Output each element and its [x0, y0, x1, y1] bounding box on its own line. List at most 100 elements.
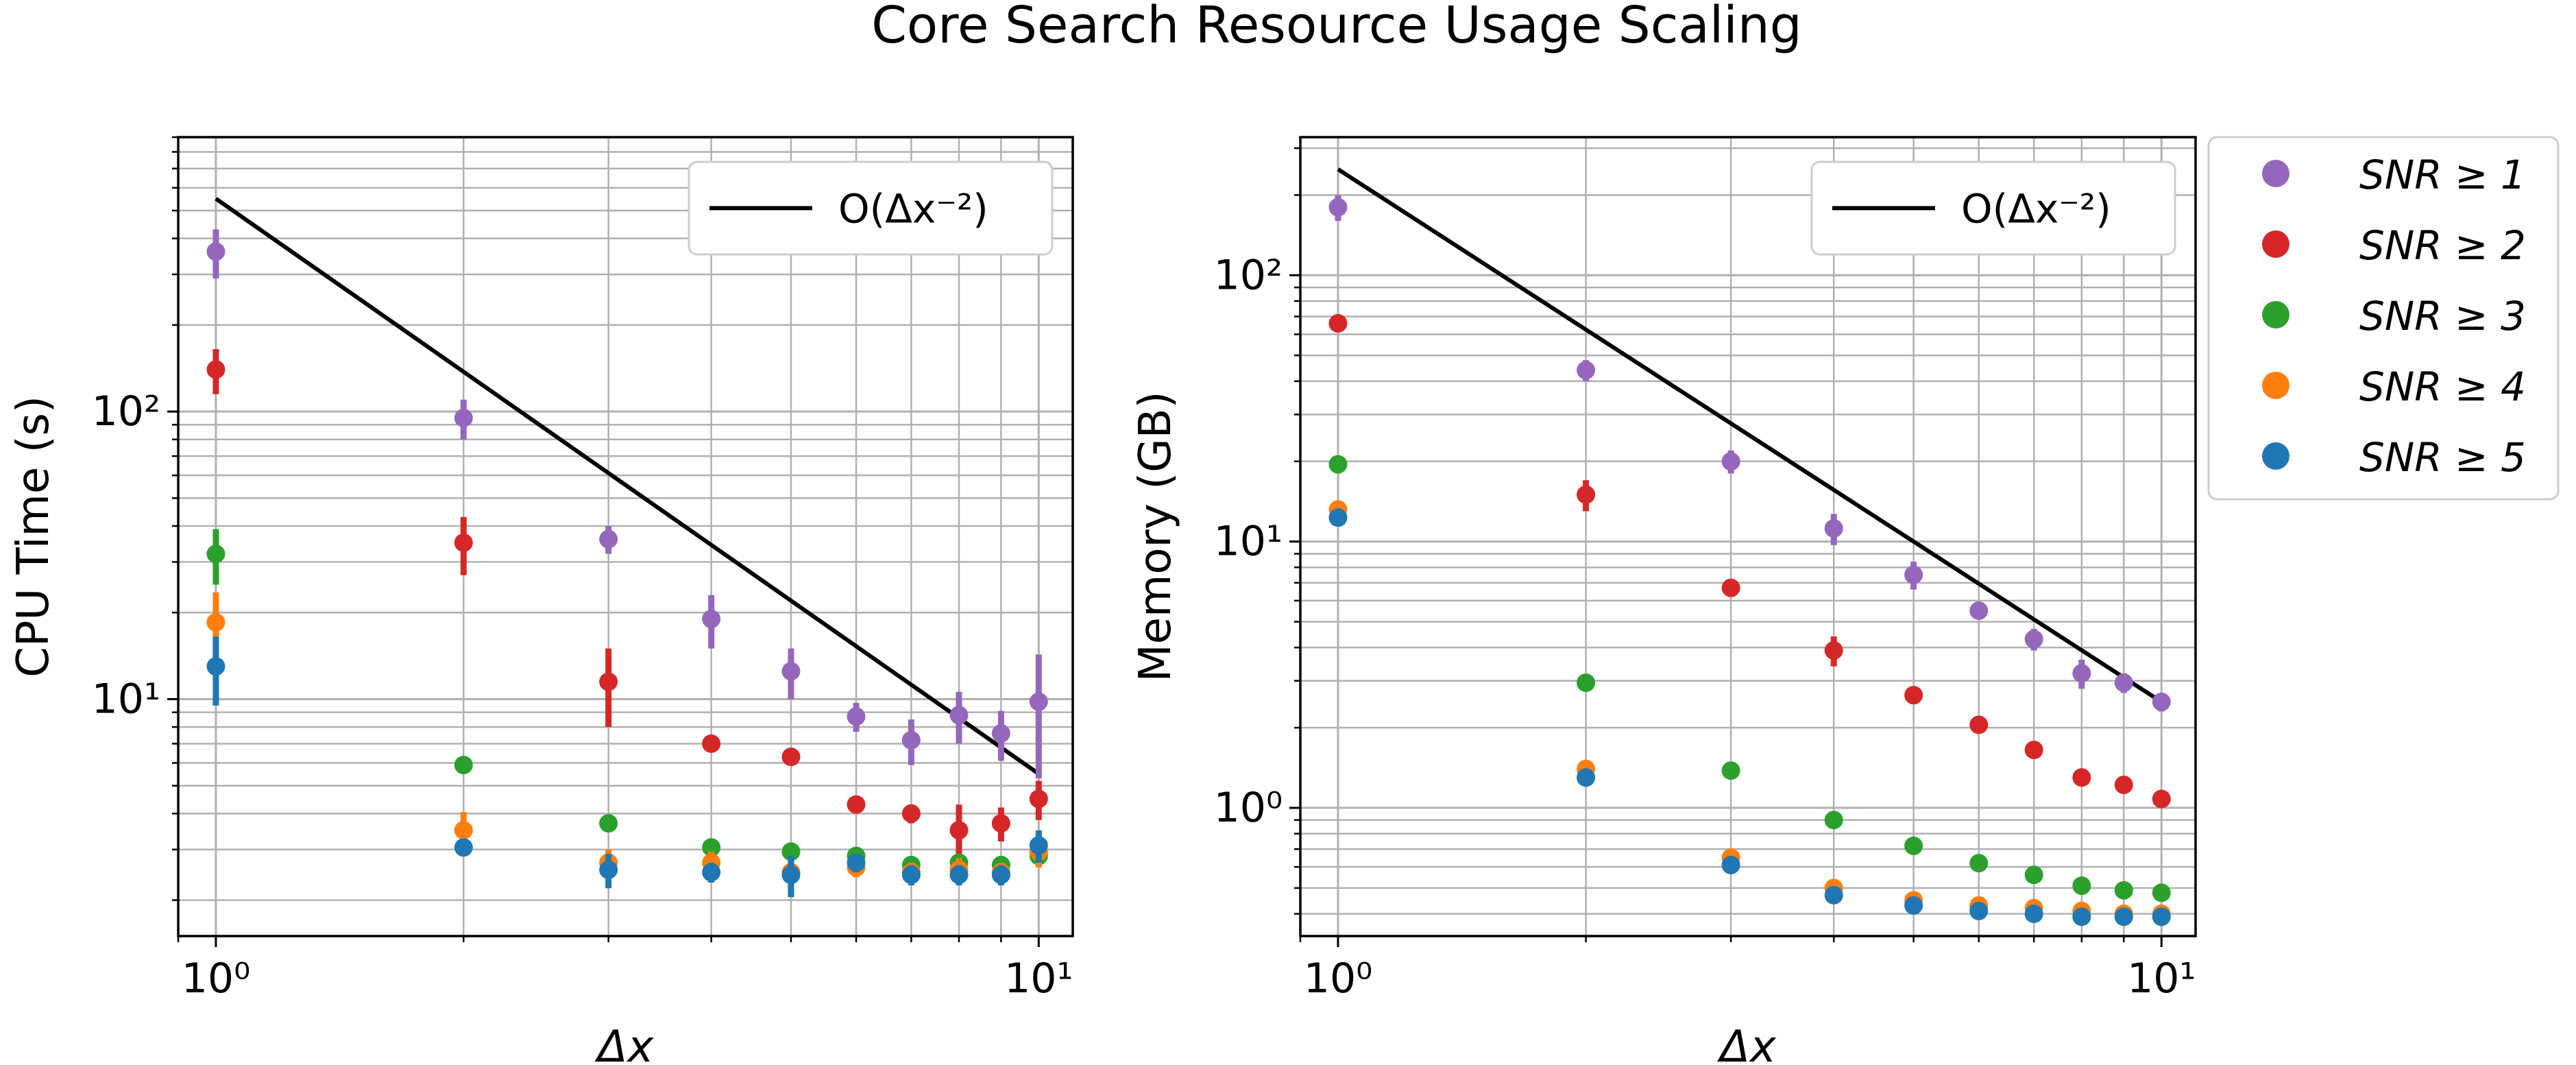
series-snr4	[206, 592, 1048, 889]
data-point	[2152, 883, 2171, 902]
data-point	[2114, 775, 2133, 794]
series-snr3	[206, 529, 1048, 874]
data-point	[949, 865, 969, 885]
legend-box	[688, 160, 1054, 256]
x-axis-label: Δx	[594, 1022, 655, 1065]
data-point	[1721, 761, 1740, 780]
data-point	[599, 529, 618, 549]
legend-box	[1810, 160, 2176, 256]
data-point	[1328, 455, 1348, 474]
grid	[177, 136, 1073, 936]
legend-label-snr2: SNR ≥ 2	[2359, 222, 2526, 269]
data-point	[2114, 673, 2133, 693]
data-point	[1029, 789, 1048, 809]
series-snr2	[1328, 313, 2171, 809]
data-point	[1969, 901, 1989, 920]
data-point	[847, 795, 866, 814]
data-point	[781, 842, 801, 861]
legend-marker-snr1	[2262, 160, 2289, 187]
data-point	[206, 242, 226, 261]
legend-label-snr4: SNR ≥ 4	[2359, 363, 2526, 410]
series-snr4	[1328, 500, 2171, 924]
data-point	[454, 821, 473, 840]
data-point	[901, 865, 921, 885]
memory-chart: 10⁰ 10¹ 10² 10⁰ 10¹ Δx Memory (GB) O(Δx⁻²)	[1130, 136, 2197, 1065]
plot-frame	[177, 136, 1074, 937]
data-point	[1824, 641, 1843, 660]
data-point	[901, 804, 921, 823]
data-point	[1029, 836, 1048, 855]
data-point	[2024, 865, 2043, 885]
data-point	[2114, 907, 2133, 926]
data-point	[1577, 361, 1596, 380]
x-tick-label: 10⁰	[1304, 955, 1372, 1003]
series-snr1	[206, 229, 1048, 779]
legend-marker-snr4	[2262, 372, 2289, 399]
data-point	[1824, 885, 1843, 905]
y-tick-label: 10²	[1214, 251, 1283, 299]
data-point	[1721, 578, 1740, 597]
data-point	[1577, 673, 1596, 693]
series-legend: SNR ≥ 1 SNR ≥ 2 SNR ≥ 3 SNR ≥ 4 SNR ≥ 5	[2207, 136, 2560, 501]
data-point	[1029, 692, 1048, 711]
legend-label: O(Δx⁻²)	[1961, 186, 2111, 232]
reference-legend: O(Δx⁻²)	[1810, 160, 2176, 256]
data-point	[1328, 508, 1348, 527]
data-point	[1904, 836, 1923, 855]
data-point	[991, 865, 1010, 885]
data-point	[454, 838, 473, 857]
data-point	[1969, 601, 1989, 621]
y-tick-label: 10²	[92, 387, 160, 435]
data-point	[206, 657, 226, 676]
series-snr5	[206, 636, 1048, 898]
data-point	[949, 821, 969, 840]
series-snr5	[1328, 508, 2171, 926]
data-point	[1721, 855, 1740, 874]
data-point	[1577, 485, 1596, 504]
data-point	[901, 730, 921, 750]
data-point	[206, 545, 226, 564]
data-point	[1904, 686, 1923, 705]
data-point	[991, 814, 1010, 833]
data-point	[2072, 876, 2091, 896]
legend-label: O(Δx⁻²)	[838, 186, 988, 232]
data-point	[781, 662, 801, 681]
data-point	[2152, 907, 2171, 926]
data-point	[1824, 519, 1843, 538]
reference-line	[1337, 167, 2163, 704]
cpu-time-chart: 10¹ 10² 10⁰ 10¹ Δx CPU Time (s) O(Δx⁻²)	[8, 136, 1074, 1065]
data-point	[2024, 905, 2043, 924]
legend-box	[2207, 136, 2560, 501]
data-point	[1328, 313, 1348, 333]
y-axis-label: Memory (GB)	[1130, 391, 1181, 682]
grid	[1299, 137, 2196, 936]
x-tick-label: 10¹	[1004, 955, 1073, 1003]
data-point	[2152, 789, 2171, 809]
data-point	[2114, 881, 2133, 900]
data-point	[206, 612, 226, 632]
data-point	[2072, 907, 2091, 926]
data-point	[2072, 664, 2091, 683]
data-point	[1577, 768, 1596, 787]
data-point	[599, 672, 618, 691]
data-point	[1969, 854, 1989, 873]
data-point	[2072, 768, 2091, 787]
legend-marker-snr5	[2262, 442, 2289, 470]
data-point	[781, 865, 801, 885]
data-point	[454, 408, 473, 427]
data-point	[206, 360, 226, 379]
data-point	[454, 756, 473, 775]
data-point	[991, 723, 1010, 743]
y-axis-label: CPU Time (s)	[8, 396, 59, 678]
data-point	[2024, 630, 2043, 649]
data-point	[847, 707, 866, 726]
y-tick-label: 10¹	[1214, 518, 1283, 566]
y-tick-label: 10¹	[92, 675, 160, 723]
legend-marker-snr2	[2262, 230, 2289, 258]
legend-label-snr1: SNR ≥ 1	[2359, 152, 2526, 198]
y-tick-label: 10⁰	[1214, 784, 1283, 832]
series-snr2	[206, 348, 1048, 863]
x-axis-label: Δx	[1716, 1022, 1777, 1065]
data-point	[847, 853, 866, 872]
